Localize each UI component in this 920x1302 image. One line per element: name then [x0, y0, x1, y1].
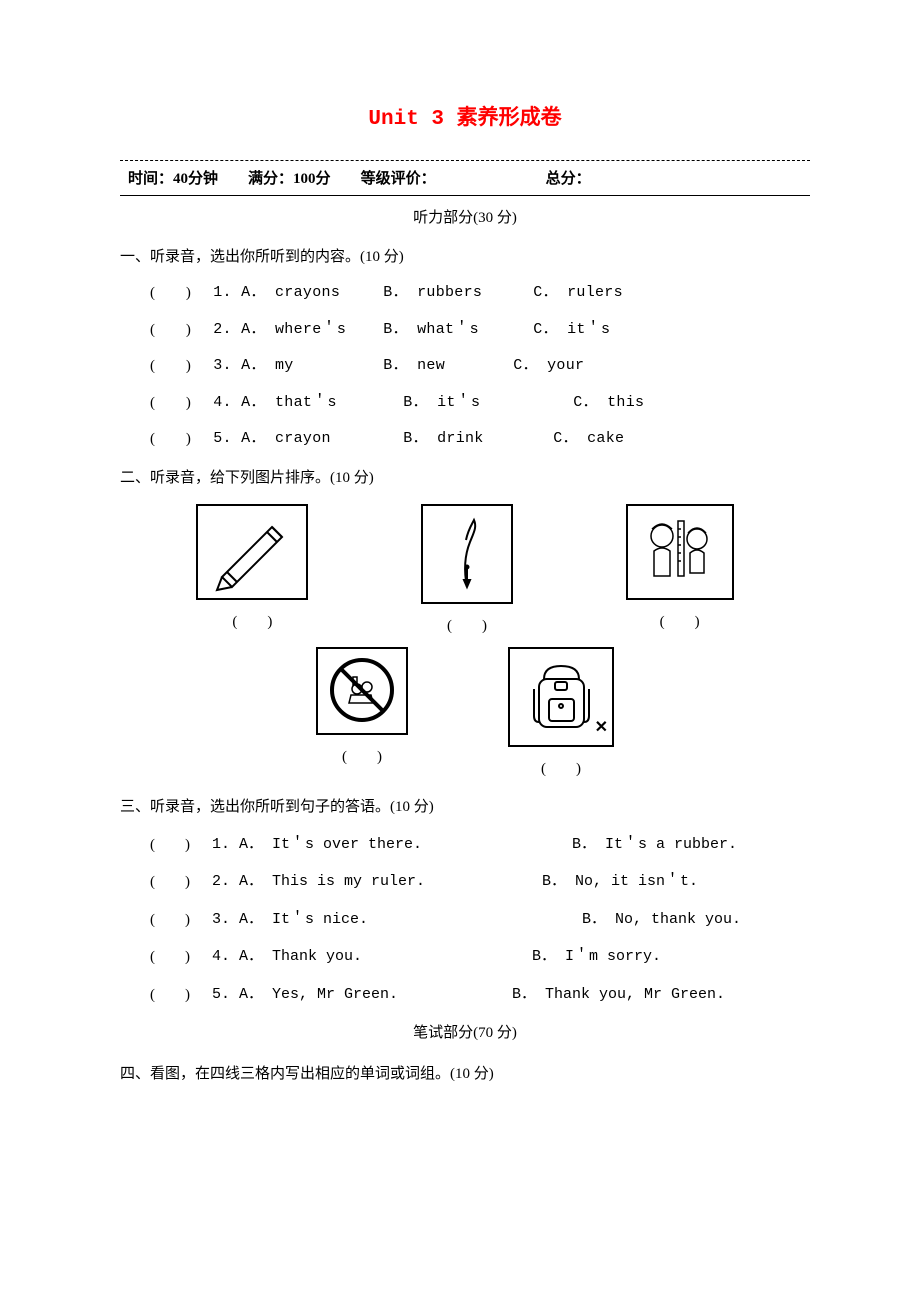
option-a: 4. A． Thank you. — [212, 943, 532, 972]
grade-block: 等级评价： — [361, 165, 436, 194]
x-mark: ✕ — [595, 713, 608, 743]
worksheet-title: Unit 3 素养形成卷 — [120, 100, 810, 140]
grade-label: 等级评价： — [361, 171, 436, 187]
q1-row: ( ) 3. A． myB． newC． your — [150, 352, 810, 381]
option-b: B． It＇s a rubber. — [572, 831, 737, 860]
option-c: C． it＇s — [533, 316, 610, 345]
pencil-icon — [196, 504, 308, 600]
option-c: C． this — [573, 389, 644, 418]
fullscore-block: 满分：100分 — [248, 165, 331, 194]
option-a: 2. A． This is my ruler. — [212, 868, 542, 897]
option-b: B． it＇s — [403, 389, 573, 418]
q1-row: ( ) 5. A． crayonB． drinkC． cake — [150, 425, 810, 454]
option-a: 5. A． Yes, Mr Green. — [212, 981, 512, 1010]
option-b: B． what＇s — [383, 316, 533, 345]
image-item-kids: ( ) — [626, 504, 734, 641]
option-a: 3. A． It＇s nice. — [212, 906, 582, 935]
answer-paren[interactable]: ( ) — [150, 906, 190, 935]
image-paren: ( ) — [626, 608, 734, 637]
full-label: 满分： — [248, 171, 293, 187]
option-b: B． new — [383, 352, 513, 381]
section4-title: 四、看图，在四线三格内写出相应的单词或词组。(10 分) — [120, 1060, 810, 1089]
option-b: B． Thank you, Mr Green. — [512, 981, 725, 1010]
q3-row: ( ) 3. A． It＇s nice.B． No, thank you. — [150, 906, 810, 935]
q1-row: ( ) 4. A． that＇sB． it＇sC． this — [150, 389, 810, 418]
image-item-pencil: ( ) — [196, 504, 308, 641]
section3-title: 三、听录音，选出你所听到句子的答语。(10 分) — [120, 793, 810, 822]
image-paren: ( ) — [421, 612, 513, 641]
option-a: 1. A． crayons — [213, 279, 383, 308]
answer-paren[interactable]: ( ) — [150, 425, 191, 454]
answer-paren[interactable]: ( ) — [150, 943, 190, 972]
option-b: B． rubbers — [383, 279, 533, 308]
total-label: 总分： — [546, 171, 591, 187]
image-row-1: ( ) ( ) — [140, 504, 790, 641]
q3-row: ( ) 4. A． Thank you.B． I＇m sorry. — [150, 943, 810, 972]
header-underline — [120, 195, 810, 196]
option-b: B． I＇m sorry. — [532, 943, 661, 972]
section2-title: 二、听录音，给下列图片排序。(10 分) — [120, 464, 810, 493]
q3-row: ( ) 5. A． Yes, Mr Green.B． Thank you, Mr … — [150, 981, 810, 1010]
q1-row: ( ) 2. A． where＇sB． what＇sC． it＇s — [150, 316, 810, 345]
listening-header: 听力部分(30 分) — [120, 204, 810, 233]
no-food-icon — [316, 647, 408, 735]
image-item-schoolbag: ✕ ( ) — [508, 647, 614, 784]
option-a: 5. A． crayon — [213, 425, 403, 454]
option-a: 1. A． It＇s over there. — [212, 831, 572, 860]
image-row-2: ( ) ✕ ( ) — [120, 647, 810, 784]
option-b: B． drink — [403, 425, 553, 454]
time-block: 时间：40分钟 — [128, 165, 218, 194]
option-a: 3. A． my — [213, 352, 383, 381]
full-value: 100分 — [293, 171, 331, 187]
answer-paren[interactable]: ( ) — [150, 352, 191, 381]
written-header: 笔试部分(70 分) — [120, 1019, 810, 1048]
image-item-pen: ( ) — [421, 504, 513, 641]
q3-row: ( ) 2. A． This is my ruler.B． No, it isn＇… — [150, 868, 810, 897]
image-paren: ( ) — [196, 608, 308, 637]
answer-paren[interactable]: ( ) — [150, 831, 190, 860]
option-c: C． rulers — [533, 279, 623, 308]
time-label: 时间： — [128, 171, 173, 187]
image-item-nofood: ( ) — [316, 647, 408, 784]
option-c: C． cake — [553, 425, 624, 454]
image-paren: ( ) — [508, 755, 614, 784]
answer-paren[interactable]: ( ) — [150, 316, 191, 345]
time-value: 40分钟 — [173, 171, 218, 187]
image-paren: ( ) — [316, 743, 408, 772]
section1-title: 一、听录音，选出你所听到的内容。(10 分) — [120, 243, 810, 272]
answer-paren[interactable]: ( ) — [150, 279, 191, 308]
header-info-row: 时间：40分钟 满分：100分 等级评价： 总分： — [120, 161, 810, 196]
option-b: B． No, it isn＇t. — [542, 868, 698, 897]
q3-row: ( ) 1. A． It＇s over there.B． It＇s a rubbe… — [150, 831, 810, 860]
schoolbag-icon: ✕ — [508, 647, 614, 747]
answer-paren[interactable]: ( ) — [150, 389, 191, 418]
option-c: C． your — [513, 352, 584, 381]
kids-ruler-icon — [626, 504, 734, 600]
option-a: 4. A． that＇s — [213, 389, 403, 418]
q1-row: ( ) 1. A． crayonsB． rubbersC． rulers — [150, 279, 810, 308]
option-b: B． No, thank you. — [582, 906, 741, 935]
pen-icon — [421, 504, 513, 604]
answer-paren[interactable]: ( ) — [150, 981, 190, 1010]
answer-paren[interactable]: ( ) — [150, 868, 190, 897]
option-a: 2. A． where＇s — [213, 316, 383, 345]
total-block: 总分： — [546, 165, 591, 194]
